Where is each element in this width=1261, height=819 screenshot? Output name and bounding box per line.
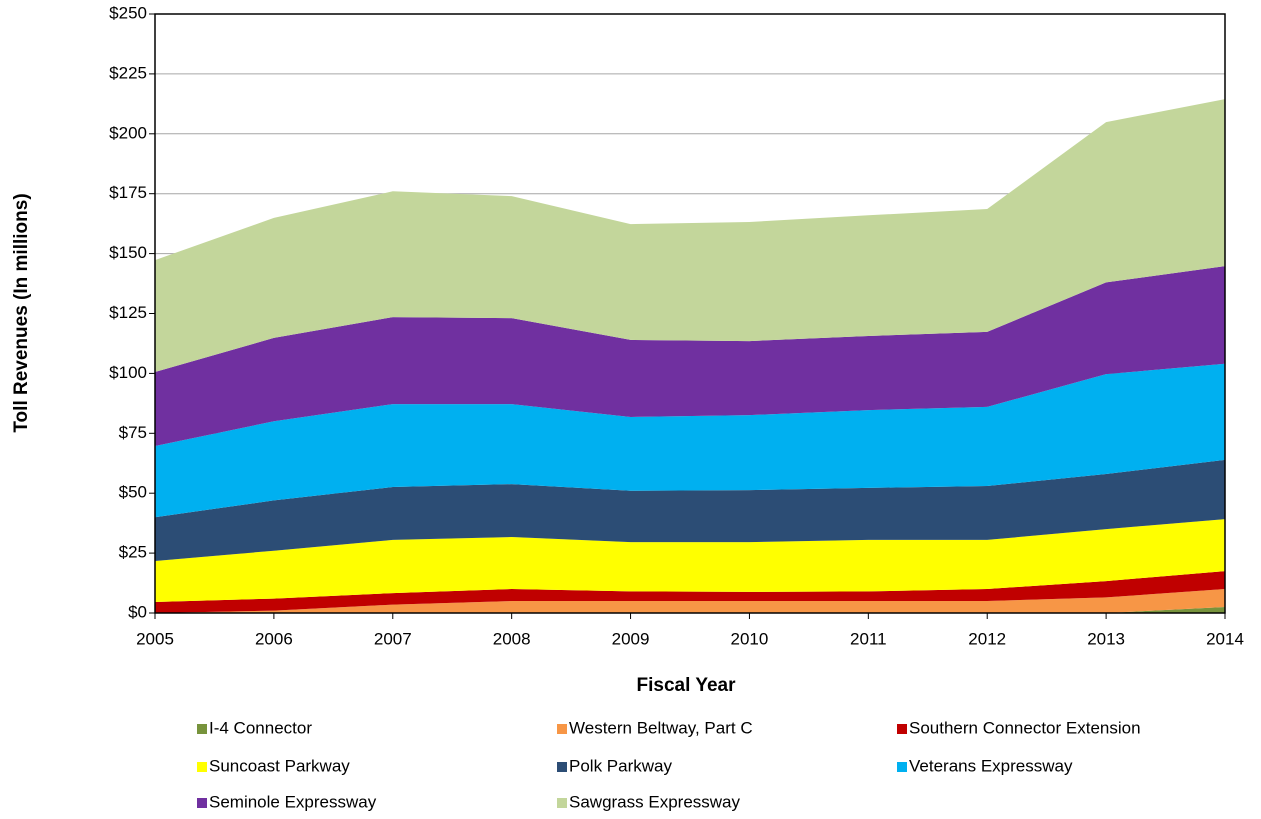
y-tick-label: $225	[109, 63, 147, 82]
x-tick-label: 2008	[493, 629, 531, 648]
area	[155, 519, 1225, 602]
area	[155, 459, 1225, 561]
x-tick-label: 2014	[1206, 629, 1244, 648]
y-tick-label: $75	[119, 423, 147, 442]
area	[155, 571, 1225, 613]
legend-label: I-4 Connector	[209, 718, 312, 737]
x-tick-label: 2007	[374, 629, 412, 648]
legend-label: Veterans Expressway	[909, 756, 1073, 775]
x-tick-label: 2010	[731, 629, 769, 648]
x-tick-label: 2009	[612, 629, 650, 648]
y-tick-label: $0	[128, 602, 147, 621]
x-tick-label: 2006	[255, 629, 293, 648]
x-tick-label: 2013	[1087, 629, 1125, 648]
y-tick-label: $250	[109, 3, 147, 22]
y-tick-label: $175	[109, 183, 147, 202]
legend-swatch	[897, 724, 907, 734]
area	[155, 266, 1225, 446]
y-tick-label: $125	[109, 303, 147, 322]
legend-swatch	[197, 724, 207, 734]
legend-swatch	[197, 762, 207, 772]
area	[155, 363, 1225, 518]
legend-swatch	[197, 798, 207, 808]
legend-swatch	[557, 724, 567, 734]
legend-swatch	[557, 798, 567, 808]
area	[155, 99, 1225, 372]
x-tick-label: 2011	[850, 629, 887, 648]
legend-label: Southern Connector Extension	[909, 718, 1141, 737]
legend-label: Polk Parkway	[569, 756, 672, 775]
x-tick-label: 2012	[968, 629, 1006, 648]
y-axis-title: Toll Revenues (In millions)	[11, 193, 32, 432]
legend-label: Seminole Expressway	[209, 792, 377, 811]
y-tick-label: $50	[119, 483, 147, 502]
y-tick-label: $150	[109, 243, 147, 262]
y-tick-label: $25	[119, 543, 147, 562]
legend-swatch	[557, 762, 567, 772]
y-tick-label: $100	[109, 363, 147, 382]
x-axis-title: Fiscal Year	[637, 675, 737, 696]
legend-swatch	[897, 762, 907, 772]
x-tick-label: 2005	[136, 629, 174, 648]
y-tick-label: $200	[109, 123, 147, 142]
legend-label: Western Beltway, Part C	[569, 718, 753, 737]
legend-label: Suncoast Parkway	[209, 756, 350, 775]
legend-label: Sawgrass Expressway	[569, 792, 741, 811]
